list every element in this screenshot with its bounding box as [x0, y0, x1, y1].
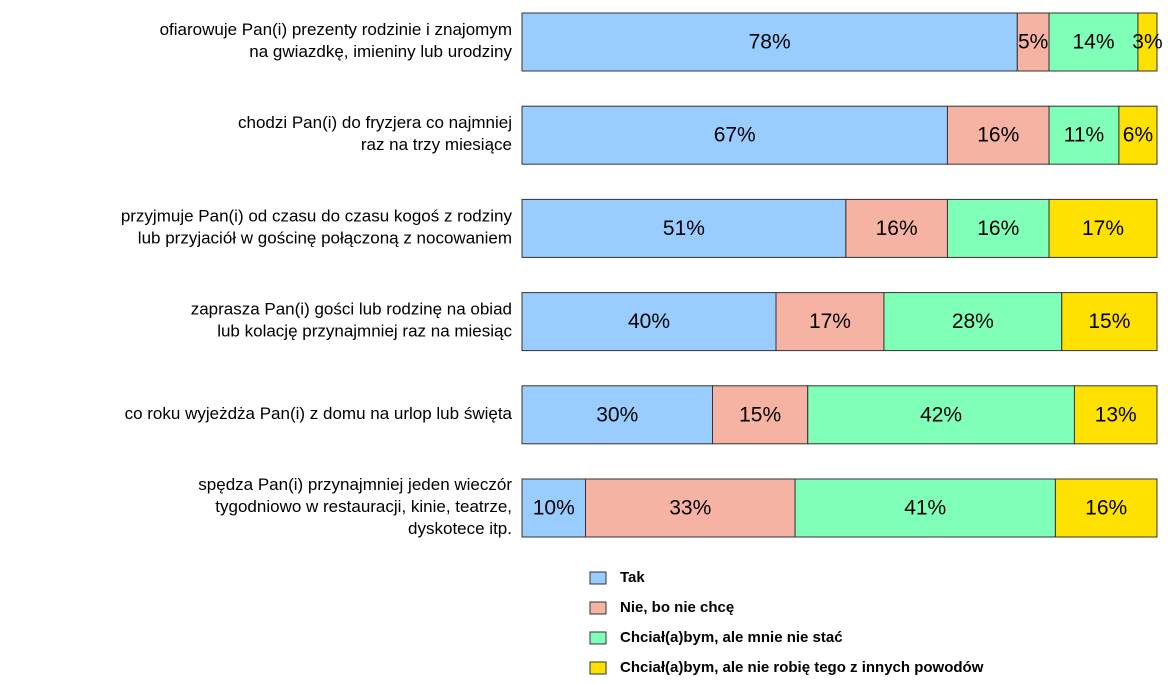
bar-segment	[1048, 105, 1120, 165]
value-label: 13%	[1095, 403, 1137, 426]
legend-swatch	[589, 571, 607, 585]
bar-segment	[521, 292, 777, 352]
value-label: 14%	[1072, 31, 1114, 54]
bar-segment	[794, 478, 1056, 538]
value-label: 42%	[920, 403, 962, 426]
value-label: 16%	[977, 124, 1019, 147]
value-label: 41%	[904, 497, 946, 520]
legend-swatch	[589, 631, 607, 645]
bar-segment	[1061, 292, 1158, 352]
value-label: 11%	[1064, 124, 1104, 147]
value-label: 33%	[669, 497, 711, 520]
legend-swatch	[589, 601, 607, 615]
value-label: 15%	[1088, 310, 1130, 333]
category-label: spędza Pan(i) przynajmniej jeden wieczór…	[198, 475, 512, 538]
value-label: 15%	[739, 403, 781, 426]
legend-swatch	[589, 661, 607, 675]
legend-label: Chciał(a)bym, ale nie robię tego z innyc…	[620, 659, 984, 676]
category-label: przyjmuje Pan(i) od czasu do czasu kogoś…	[121, 207, 513, 248]
value-label: 67%	[714, 124, 756, 147]
value-label: 30%	[596, 403, 638, 426]
value-label: 17%	[1082, 217, 1124, 240]
bar-segment	[1073, 385, 1158, 445]
value-label: 16%	[876, 217, 918, 240]
category-label: zaprasza Pan(i) gości lub rodzinę na obi…	[191, 300, 513, 341]
legend-label: Nie, bo nie chcę	[620, 599, 734, 616]
value-label: 3%	[1132, 31, 1162, 54]
value-label: 40%	[628, 310, 670, 333]
bar-segment	[775, 292, 885, 352]
legend-label: Tak	[620, 569, 645, 586]
bar-segment	[521, 105, 948, 165]
bar-segment	[712, 385, 809, 445]
value-label: 17%	[809, 310, 851, 333]
bar-segment	[1054, 478, 1158, 538]
value-label: 28%	[952, 310, 994, 333]
bar-segment	[521, 385, 713, 445]
value-label: 6%	[1123, 124, 1153, 147]
value-label: 51%	[663, 217, 705, 240]
bar-segment	[1016, 12, 1050, 72]
bar-segment	[807, 385, 1075, 445]
bar-segment	[845, 198, 948, 258]
value-label: 10%	[533, 497, 575, 520]
value-label: 78%	[749, 31, 791, 54]
legend-label: Chciał(a)bym, ale mnie nie stać	[620, 629, 843, 646]
bar-segment	[883, 292, 1063, 352]
bar-segment	[585, 478, 796, 538]
category-label: chodzi Pan(i) do fryzjera co najmniej raz…	[238, 114, 512, 155]
bar-segment	[1048, 12, 1139, 72]
value-label: 16%	[977, 217, 1019, 240]
bar-segment	[946, 198, 1050, 258]
value-label: 5%	[1018, 31, 1048, 54]
value-label: 16%	[1085, 497, 1127, 520]
bar-segment	[946, 105, 1050, 165]
bar-segment	[1118, 105, 1158, 165]
category-label: co roku wyjeżdża Pan(i) z domu na urlop …	[125, 404, 513, 423]
bar-segment	[521, 12, 1018, 72]
bar-segment	[1048, 198, 1158, 258]
bar-segment	[521, 478, 586, 538]
bar-segment	[1137, 12, 1158, 72]
bar-segment	[521, 198, 847, 258]
category-label: ofiarowuje Pan(i) prezenty rodzinie i zn…	[160, 20, 513, 61]
